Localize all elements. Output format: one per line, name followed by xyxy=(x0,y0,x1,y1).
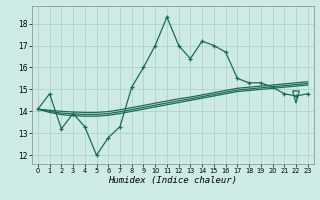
X-axis label: Humidex (Indice chaleur): Humidex (Indice chaleur) xyxy=(108,176,237,185)
